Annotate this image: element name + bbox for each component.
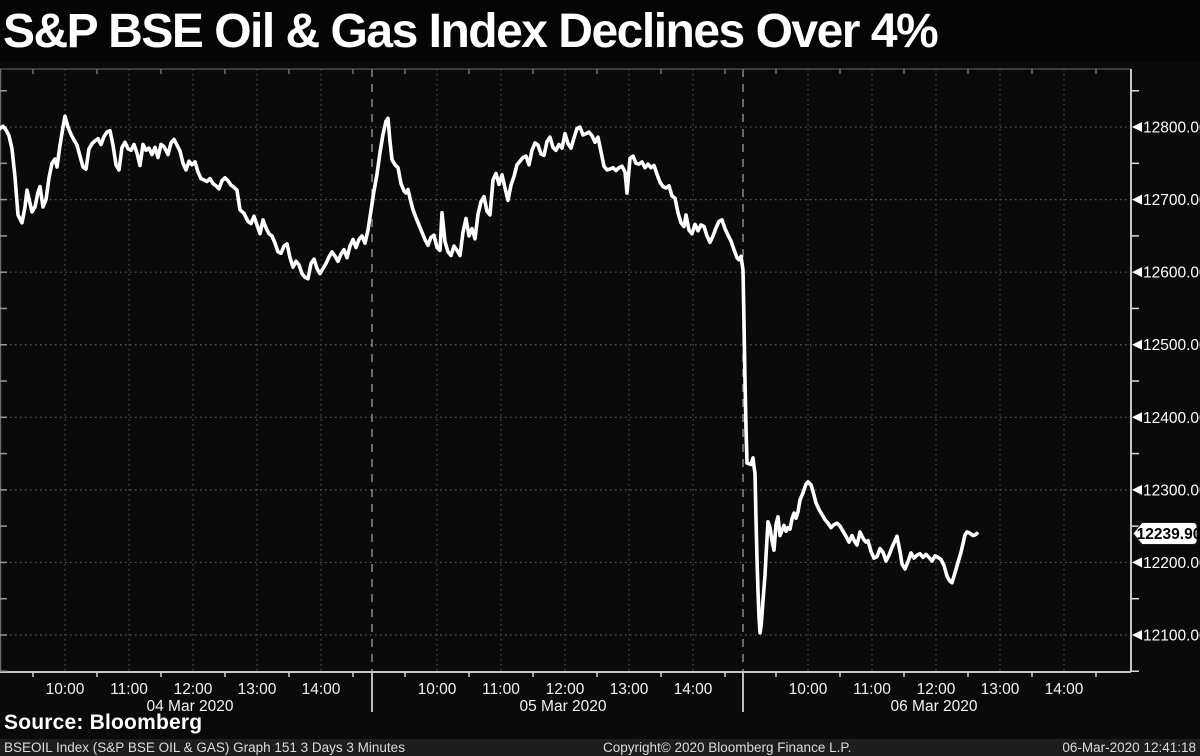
y-major-tick-arrow bbox=[1132, 339, 1142, 350]
last-price-marker bbox=[1132, 521, 1198, 545]
x-hour-label: 11:00 bbox=[110, 681, 148, 698]
y-axis-tick-label: 12300.00 bbox=[1143, 482, 1200, 499]
y-axis-tick-label: 12500.00 bbox=[1143, 337, 1200, 354]
x-hour-label: 14:00 bbox=[1045, 681, 1084, 698]
x-hour-label: 13:00 bbox=[238, 681, 277, 698]
x-hour-label: 14:00 bbox=[674, 681, 713, 698]
x-hour-label: 10:00 bbox=[418, 681, 457, 698]
y-axis-tick-label: 12800.00 bbox=[1143, 120, 1200, 137]
x-hour-label: 14:00 bbox=[302, 681, 341, 698]
source-label: Source: Bloomberg bbox=[4, 711, 203, 734]
y-axis-tick-label: 12100.00 bbox=[1143, 627, 1200, 644]
footer-security-info: BSEOIL Index (S&P BSE OIL & GAS) Graph 1… bbox=[4, 740, 405, 755]
y-major-tick-arrow bbox=[1132, 484, 1142, 495]
y-axis-tick-label: 12700.00 bbox=[1143, 192, 1200, 209]
price-line bbox=[0, 114, 979, 635]
x-date-label: 06 Mar 2020 bbox=[890, 698, 977, 715]
y-major-tick-arrow bbox=[1132, 267, 1142, 278]
x-hour-label: 12:00 bbox=[917, 681, 956, 698]
y-major-tick-arrow bbox=[1132, 412, 1142, 423]
footer-copyright: Copyright© 2020 Bloomberg Finance L.P. bbox=[603, 740, 852, 755]
x-date-label: 04 Mar 2020 bbox=[146, 698, 233, 715]
x-hour-label: 13:00 bbox=[981, 681, 1020, 698]
y-axis-tick-label: 12600.00 bbox=[1143, 265, 1200, 282]
last-price-label: 12239.90 bbox=[1137, 526, 1200, 543]
x-date-label: 05 Mar 2020 bbox=[519, 698, 606, 715]
x-hour-label: 12:00 bbox=[546, 681, 585, 698]
x-hour-label: 12:00 bbox=[174, 681, 213, 698]
x-hour-label: 11:00 bbox=[482, 681, 520, 698]
y-major-tick-arrow bbox=[1132, 122, 1142, 133]
y-major-tick-arrow bbox=[1132, 194, 1142, 205]
x-hour-label: 11:00 bbox=[853, 681, 891, 698]
x-hour-label: 13:00 bbox=[610, 681, 649, 698]
title-bar: S&P BSE Oil & Gas Index Declines Over 4% bbox=[0, 0, 1200, 62]
y-axis-tick-label: 12400.00 bbox=[1143, 410, 1200, 427]
footer-bar: BSEOIL Index (S&P BSE OIL & GAS) Graph 1… bbox=[0, 739, 1200, 756]
x-hour-label: 10:00 bbox=[46, 681, 85, 698]
page-title: S&P BSE Oil & Gas Index Declines Over 4% bbox=[3, 5, 939, 58]
y-major-tick-arrow bbox=[1132, 557, 1142, 568]
footer-timestamp: 06-Mar-2020 12:41:18 bbox=[1062, 740, 1196, 755]
x-hour-label: 10:00 bbox=[789, 681, 828, 698]
y-axis-tick-label: 12200.00 bbox=[1143, 555, 1200, 572]
y-major-tick-arrow bbox=[1132, 629, 1142, 640]
